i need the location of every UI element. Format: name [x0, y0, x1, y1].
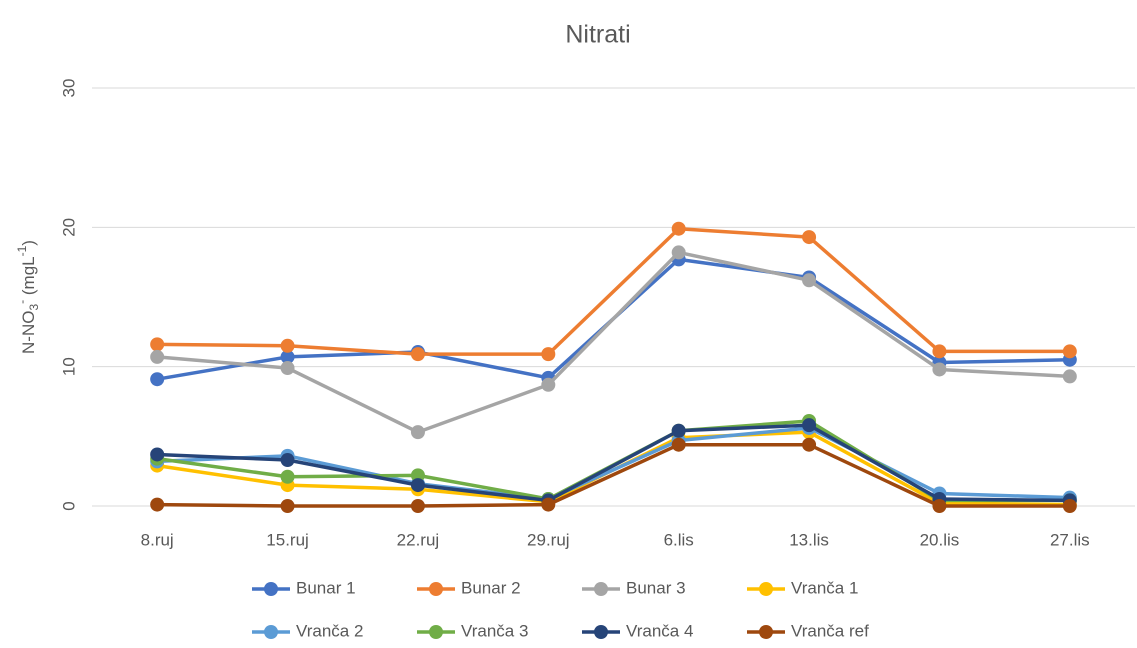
legend-label: Vranča 3 — [461, 621, 528, 640]
y-label-part: -1 — [15, 245, 29, 256]
x-tick-label: 20.lis — [920, 530, 960, 549]
data-point — [150, 372, 165, 387]
series-line — [157, 423, 1070, 503]
data-point — [541, 377, 556, 392]
data-point — [280, 499, 295, 513]
data-point — [280, 349, 295, 364]
y-tick-label: 20 — [59, 218, 78, 237]
x-tick-label: 15.ruj — [266, 530, 309, 549]
data-point — [410, 347, 425, 362]
y-tick-label: 30 — [59, 79, 78, 98]
legend-label: Vranča 4 — [626, 621, 693, 640]
legend-marker — [594, 582, 608, 596]
x-tick-label: 29.ruj — [527, 530, 570, 549]
data-point — [150, 447, 165, 462]
y-label-part: ) — [19, 240, 38, 246]
legend-marker — [759, 582, 773, 596]
data-point — [802, 437, 817, 452]
legend-label: Vranča 2 — [296, 621, 363, 640]
data-point — [150, 497, 165, 512]
legend-marker — [759, 625, 773, 639]
x-tick-label: 8.ruj — [141, 530, 174, 549]
legend-label: Vranča 1 — [791, 578, 858, 597]
x-tick-label: 27.lis — [1050, 530, 1090, 549]
data-point — [932, 499, 947, 513]
y-label-part: 3 — [27, 304, 41, 311]
series-line — [157, 426, 1070, 501]
legend-marker — [264, 625, 278, 639]
data-point — [280, 453, 295, 468]
data-point — [150, 349, 165, 364]
legend-label: Bunar 3 — [626, 578, 686, 597]
y-tick-label: 10 — [59, 357, 78, 376]
data-point — [150, 337, 165, 352]
data-point — [802, 230, 817, 245]
legend-label: Bunar 1 — [296, 578, 356, 597]
legend-label: Vranča ref — [791, 621, 869, 640]
legend-marker — [429, 625, 443, 639]
data-point — [410, 499, 425, 513]
x-tick-label: 22.ruj — [397, 530, 440, 549]
data-point — [280, 469, 295, 484]
data-point — [410, 468, 425, 483]
series-line — [157, 250, 1070, 434]
data-point — [671, 423, 686, 438]
y-tick-label: 0 — [59, 501, 78, 510]
data-point — [671, 437, 686, 452]
x-tick-label: 13.lis — [789, 530, 829, 549]
y-axis-label: N-NO3- (mgL-1) — [15, 240, 41, 354]
data-point — [541, 497, 556, 512]
data-point — [541, 347, 556, 362]
data-point — [410, 425, 425, 440]
data-point — [932, 362, 947, 377]
series-line — [157, 442, 1070, 508]
data-point — [1062, 344, 1077, 359]
legend-marker — [594, 625, 608, 639]
data-point — [671, 221, 686, 236]
data-point — [410, 478, 425, 493]
x-tick-label: 6.lis — [664, 530, 694, 549]
data-point — [1062, 499, 1077, 513]
data-point — [802, 273, 817, 288]
y-label-part: (mgL — [19, 256, 38, 299]
legend-label: Bunar 2 — [461, 578, 521, 597]
data-point — [280, 361, 295, 376]
legend-marker — [264, 582, 278, 596]
legend-marker — [429, 582, 443, 596]
series-line — [157, 226, 1070, 356]
data-point — [932, 344, 947, 359]
data-point — [671, 245, 686, 260]
chart-title: Nitrati — [565, 21, 630, 49]
data-point — [280, 338, 295, 353]
y-label-part: - — [15, 300, 29, 304]
data-point — [802, 418, 817, 433]
data-point — [1062, 369, 1077, 384]
y-label-part: N-NO — [19, 311, 38, 354]
